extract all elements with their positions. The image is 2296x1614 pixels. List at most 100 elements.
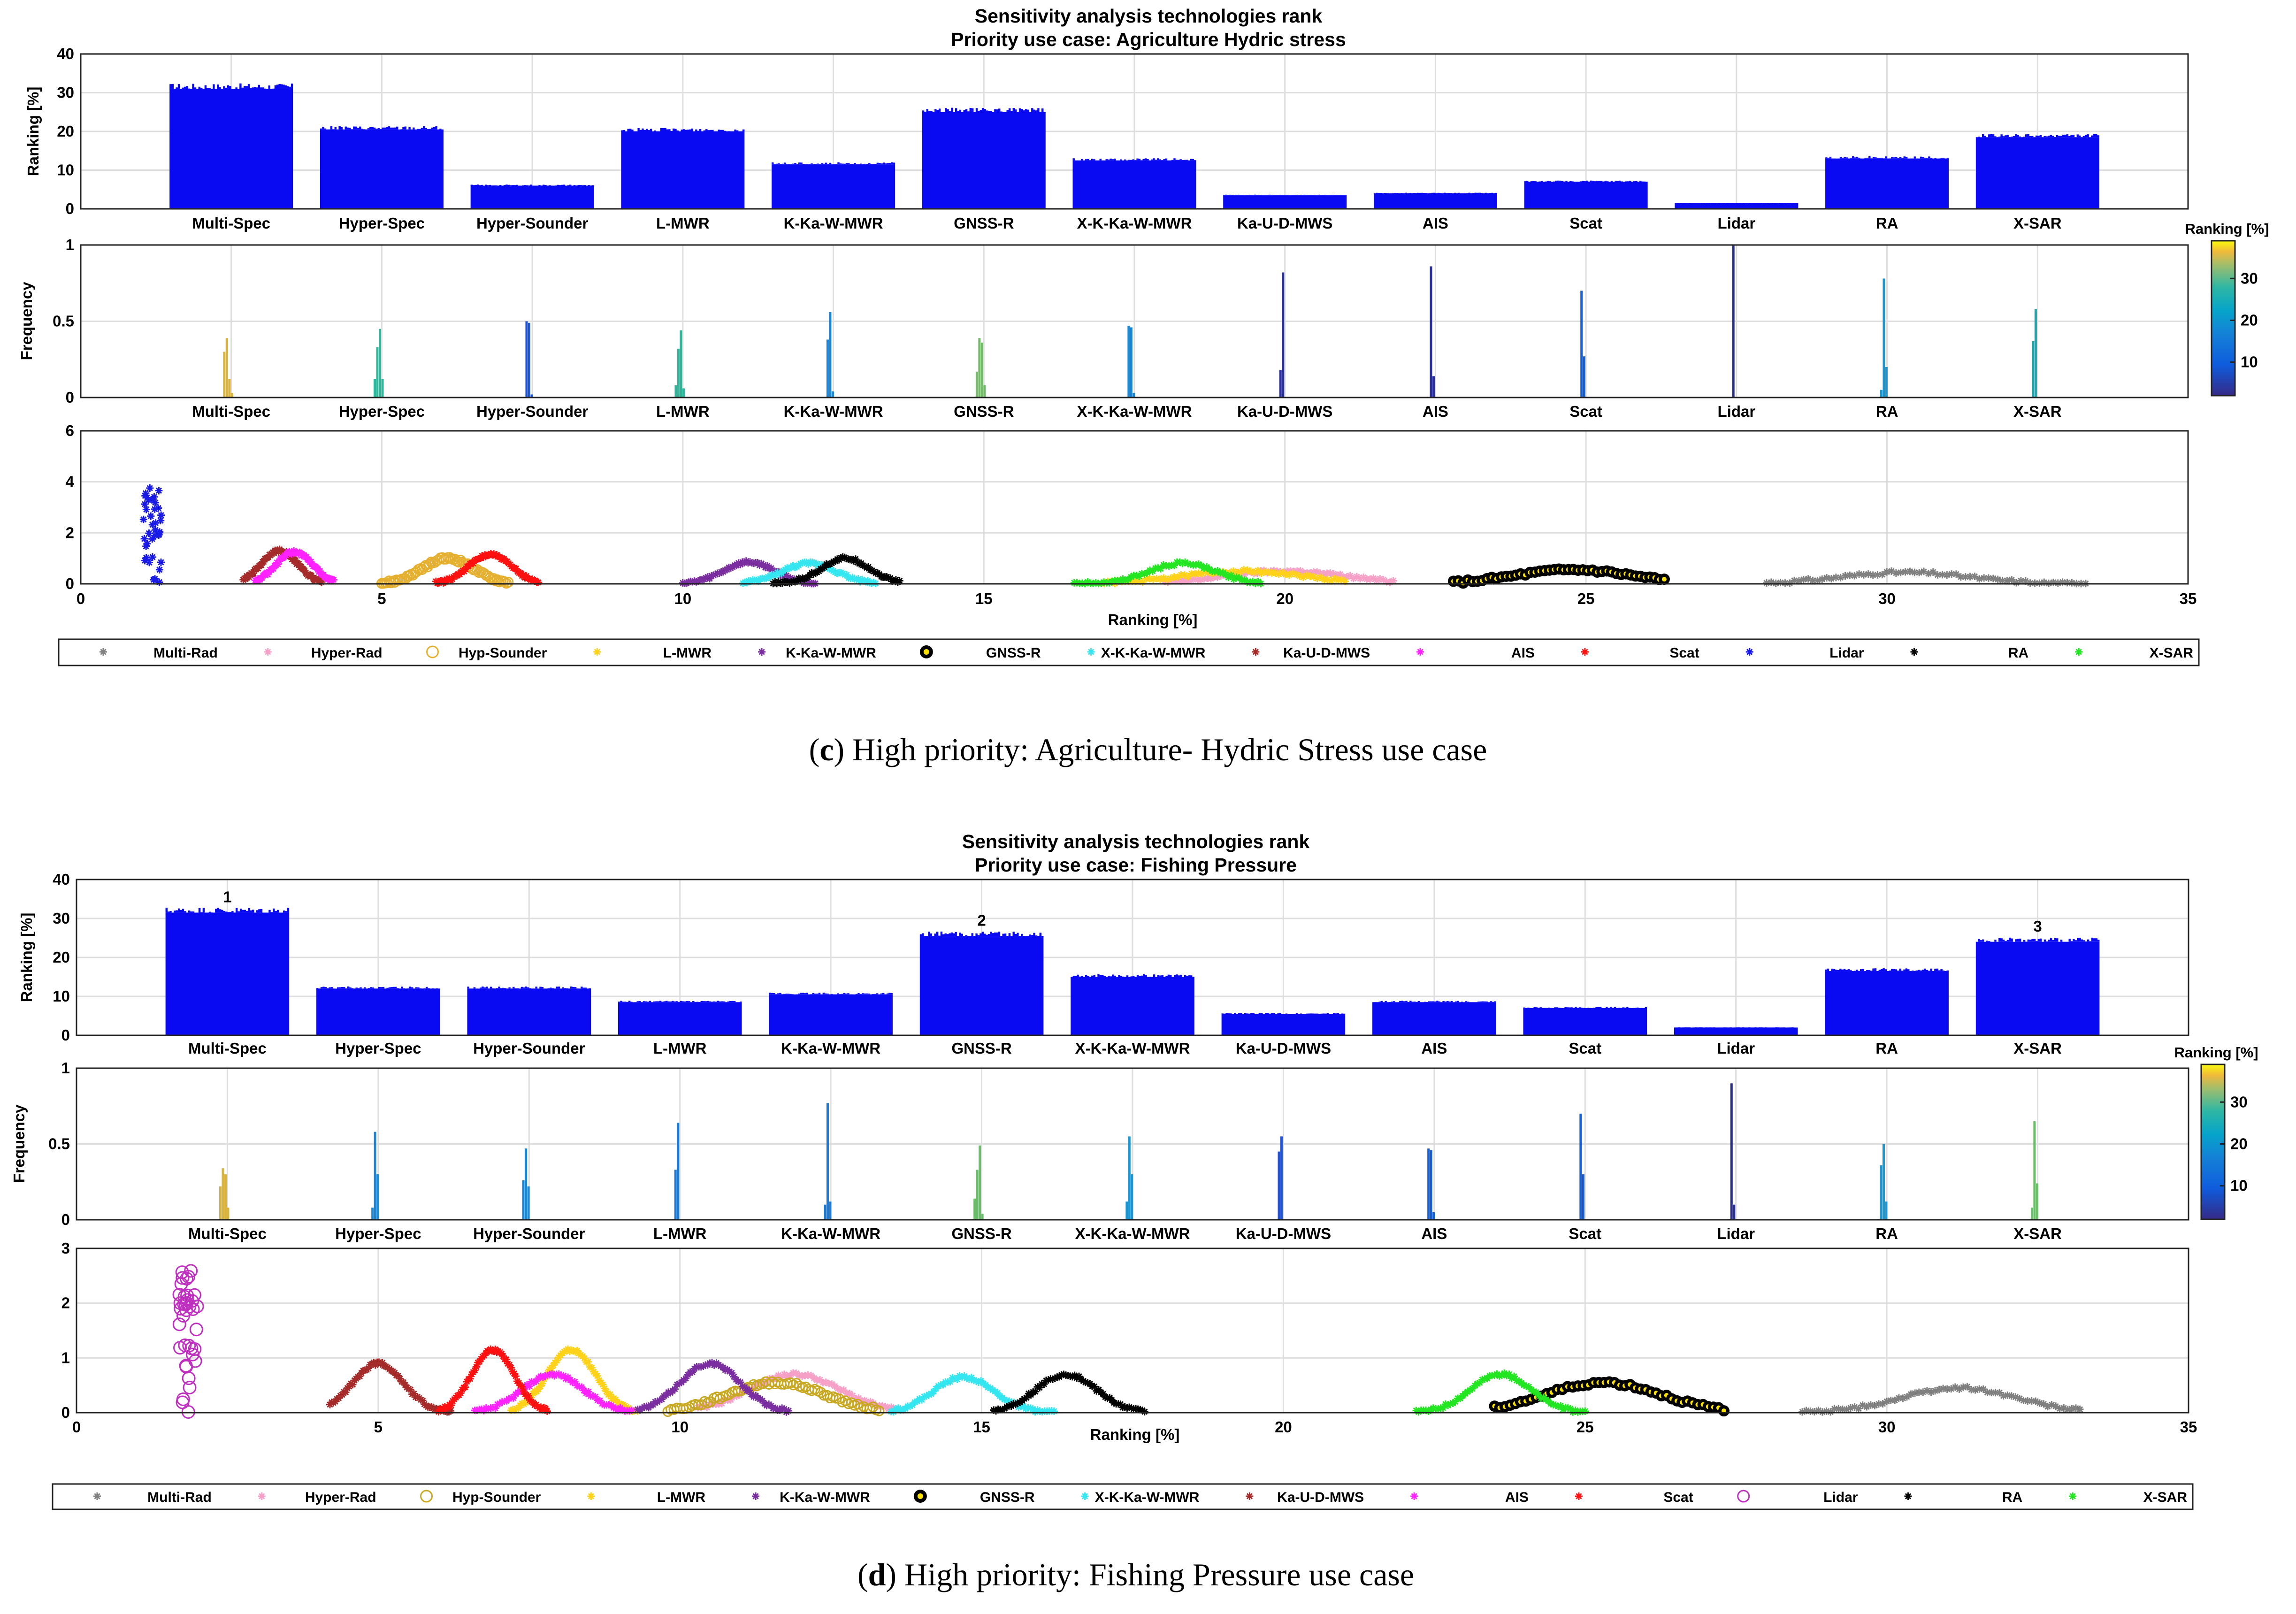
bar-category-label: Hyper-Sounder: [476, 214, 589, 232]
legend-marker: [1737, 1490, 1750, 1503]
bar-ra: [1825, 971, 1949, 1035]
legend-marker: [587, 1492, 595, 1500]
legend-marker-core: [923, 649, 929, 655]
scatter-points: [990, 1370, 1148, 1416]
freq-category-label: AIS: [1423, 403, 1448, 420]
freq-ytick-label: 0: [61, 1211, 70, 1228]
freq-bar: [1883, 278, 1885, 398]
freq-category-label: Ka-U-D-MWS: [1237, 403, 1332, 420]
bar-category-label: Multi-Spec: [192, 214, 270, 232]
freq-bar: [677, 1123, 680, 1220]
legend-marker: [93, 1492, 101, 1500]
freq-bar: [1582, 1174, 1584, 1220]
bar-panel-d: 0 10 20 30 40 Multi-Spec Hyper-Spec Hyper-Soun…: [18, 871, 2189, 1057]
legend-label: X-K-Ka-W-MWR: [1095, 1490, 1200, 1505]
scatter-point: [179, 1360, 193, 1374]
legend-item: Ka-U-D-MWS: [1246, 1490, 1364, 1505]
bar-top-jitter: [1372, 1001, 1496, 1003]
bar-category-label: X-K-Ka-W-MWR: [1077, 214, 1192, 232]
legend-item: Hyper-Rad: [258, 1490, 376, 1505]
legend-label: K-Ka-W-MWR: [780, 1490, 870, 1505]
bar-ytick-label: 0: [66, 200, 74, 217]
legend-item: Lidar: [1745, 645, 1864, 661]
legend-marker: [264, 648, 272, 656]
series-ais: [252, 547, 337, 585]
legend-label: Multi-Rad: [147, 1490, 212, 1505]
legend-marker: [2075, 648, 2083, 656]
freq-bar: [677, 349, 680, 398]
rank-label: 3: [2033, 918, 2042, 935]
freq-bar: [1131, 1174, 1133, 1220]
bar-hyper-sounder: [470, 185, 594, 209]
bar-category-label: Hyper-Spec: [339, 214, 425, 232]
freq-category-label: L-MWR: [656, 403, 710, 420]
freq-bar: [682, 388, 685, 398]
series-gnss-r: [1489, 1376, 1730, 1417]
freq-bar: [374, 379, 376, 398]
freq-bar: [1885, 367, 1888, 398]
freq-bar: [381, 379, 384, 398]
bar-category-label: Hyper-Sounder: [473, 1040, 585, 1057]
legend-marker: [1910, 648, 1918, 656]
legend-item: Ka-U-D-MWS: [1252, 645, 1370, 661]
series-ra: [990, 1370, 1148, 1416]
legend-label: Hyper-Rad: [305, 1490, 376, 1505]
bar-category-label: Ka-U-D-MWS: [1236, 1040, 1331, 1057]
caption-label-d: d: [868, 1557, 886, 1592]
scatter-point: [418, 561, 429, 573]
freq-bar: [1432, 1212, 1435, 1220]
bar-ra: [1825, 158, 1949, 209]
bar-category-label: Multi-Spec: [188, 1040, 267, 1057]
freq-bar: [1583, 356, 1585, 398]
bar-ylabel-d: Ranking [%]: [18, 913, 35, 1002]
bar-top-jitter: [1523, 1007, 1647, 1009]
legend-item: K-Ka-W-MWR: [752, 1490, 870, 1505]
subtitle-d: Priority use case: Fishing Pressure: [975, 854, 1297, 876]
caption-c: (c) High priority: Agriculture- Hydric S…: [809, 732, 1487, 767]
freq-bar: [978, 338, 981, 398]
bar-top-jitter: [1825, 968, 1949, 972]
freq-panel-c: 0 0.5 1 Multi-Spec Hyper-Spec Hyper-Sounder L…: [18, 221, 2269, 420]
legend-c: Multi-Rad Hyper-Rad Hyp-Sounder L-MWR K-Ka-W…: [58, 638, 2200, 666]
bar-category-label: Scat: [1569, 1040, 1601, 1057]
freq-bar: [1278, 1151, 1280, 1220]
legend-item: AIS: [1416, 645, 1535, 661]
dist-xtick-label: 0: [72, 1418, 81, 1436]
freq-category-label: RA: [1876, 403, 1898, 420]
scatter-point: [184, 1264, 198, 1278]
freq-bar: [831, 391, 834, 398]
dist-xlabel-d: Ranking [%]: [1090, 1426, 1180, 1443]
freq-bar: [228, 379, 231, 398]
legend-marker: [258, 1492, 266, 1500]
scatter-point: [176, 1392, 190, 1406]
series-gnss-r: [1447, 563, 1670, 589]
bar-ytick-label: 10: [53, 987, 70, 1005]
scatter-points: [1412, 1369, 1589, 1416]
freq-bar: [2036, 1183, 2038, 1220]
freq-category-label: Hyper-Spec: [335, 1225, 421, 1242]
legend-label: X-K-Ka-W-MWR: [1101, 645, 1206, 661]
freq-ylabel-d: Frequency: [10, 1104, 28, 1183]
bar-category-label: Ka-U-D-MWS: [1237, 214, 1332, 232]
legend-marker: [1581, 648, 1589, 656]
colorbar-tick-label: 20: [2230, 1135, 2248, 1152]
freq-bar: [829, 312, 832, 398]
freq-bar: [1279, 370, 1282, 398]
bar-top-jitter: [922, 107, 1046, 113]
bar-category-label: AIS: [1423, 214, 1448, 232]
dist-xtick-label: 15: [973, 1418, 990, 1436]
freq-category-label: GNSS-R: [951, 1225, 1012, 1242]
freq-category-label: Hyper-Spec: [339, 403, 425, 420]
legend-item: Scat: [1575, 1490, 1693, 1505]
legend-item: Hyp-Sounder: [420, 1490, 541, 1505]
freq-category-label: Ka-U-D-MWS: [1236, 1225, 1331, 1242]
freq-bar: [2033, 1121, 2036, 1220]
bar-top-jitter: [467, 987, 591, 989]
freq-bar: [829, 1201, 832, 1220]
bar-ylabel-c: Ranking [%]: [24, 87, 42, 176]
scatter-point: [714, 1393, 726, 1405]
subtitle-c: Priority use case: Agriculture Hydric st…: [951, 29, 1346, 50]
freq-category-label: RA: [1875, 1225, 1898, 1242]
freq-bar: [528, 322, 530, 398]
freq-bar: [983, 385, 986, 398]
